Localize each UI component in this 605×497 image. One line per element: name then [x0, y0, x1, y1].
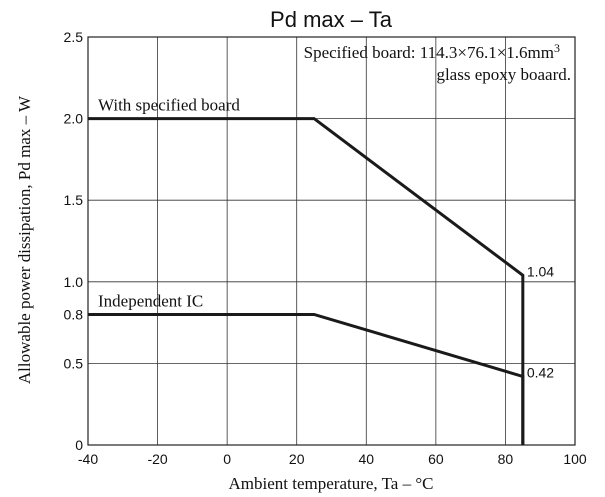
y-axis-label: Allowable power dissipation, Pd max – W — [15, 95, 34, 384]
x-tick-label: 80 — [498, 451, 514, 467]
y-tick-label: 1.5 — [64, 192, 84, 208]
data-labels: With specified board 1.04 Independent IC 0.… — [98, 96, 554, 381]
x-tick-label: 0 — [223, 451, 231, 467]
board-note-line1: Specified board: 114.3×76.1×1.6mm3 — [304, 41, 560, 62]
x-tick-label: 20 — [289, 451, 305, 467]
note-superscript: 3 — [554, 41, 560, 55]
y-tick-label: 0 — [75, 437, 83, 453]
y-tick-label: 0.8 — [64, 306, 84, 322]
y-tick-label: 0.5 — [64, 355, 84, 371]
end-value-label: 1.04 — [527, 263, 554, 279]
chart-title: Pd max – Ta — [270, 7, 393, 32]
x-tick-label: 100 — [563, 451, 587, 467]
x-tick-label: 40 — [358, 451, 374, 467]
axis-ticks: -40 -20 0 20 40 60 80 100 0 0.5 0.8 1.0 1.5 2.0 2.5 — [64, 29, 587, 467]
y-tick-label: 2.5 — [64, 29, 84, 45]
series-line-0 — [88, 117, 525, 445]
x-tick-label: -40 — [78, 451, 98, 467]
y-tick-label: 2.0 — [64, 111, 84, 127]
end-value-label: 0.42 — [527, 364, 554, 380]
x-tick-label: 60 — [428, 451, 444, 467]
series-lines — [88, 117, 525, 445]
x-axis-label: Ambient temperature, Ta – °C — [229, 474, 434, 493]
board-note-line2: glass epoxy boaard. — [436, 65, 571, 84]
y-tick-label: 1.0 — [64, 274, 84, 290]
x-tick-label: -20 — [147, 451, 167, 467]
plot-frame — [87, 36, 576, 446]
series-name-label: Independent IC — [98, 291, 203, 310]
series-line-1 — [88, 312, 525, 445]
series-name-label: With specified board — [98, 96, 240, 115]
